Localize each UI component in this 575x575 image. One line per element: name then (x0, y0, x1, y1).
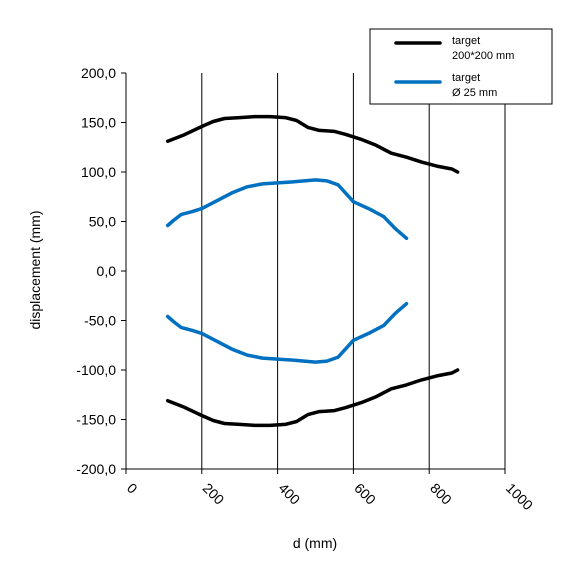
y-tick-label: 50,0 (89, 214, 116, 230)
legend-label-blue-line1: target (452, 72, 480, 84)
y-tick-label: -150,0 (76, 412, 116, 428)
legend-label-black-line1: target (452, 35, 480, 47)
series-line-0 (165, 114, 460, 174)
series-line-3 (165, 301, 409, 364)
y-tick-label: -200,0 (76, 461, 116, 477)
legend-box (369, 28, 553, 105)
axes (121, 72, 506, 474)
x-tick-label: 600 (351, 480, 379, 508)
x-tick-labels: 0 200 400 600 800 1000 (124, 480, 536, 513)
series-line-2 (165, 178, 409, 241)
y-tick-label: 200,0 (81, 65, 116, 81)
legend: target 200*200 mm target Ø 25 mm (369, 28, 553, 105)
y-tick-label: -50,0 (84, 313, 116, 329)
x-tick-label: 200 (200, 480, 228, 508)
x-tick-label: 1000 (503, 480, 536, 513)
series (165, 114, 460, 428)
y-tick-label: 100,0 (81, 164, 116, 180)
y-axis-title: displacement (mm) (27, 210, 43, 329)
y-tick-label: -100,0 (76, 362, 116, 378)
x-tick-label: 0 (124, 480, 141, 497)
x-tick-label: 800 (427, 480, 455, 508)
x-axis-title: d (mm) (293, 535, 337, 551)
y-tick-label: 150,0 (81, 115, 116, 131)
y-tick-labels: 200,0 150,0 100,0 50,0 0,0 -50,0 -100,0 -150,0 -… (76, 65, 116, 477)
legend-label-black-line2: 200*200 mm (452, 50, 514, 62)
y-tick-label: 0,0 (97, 263, 117, 279)
x-tick-label: 400 (275, 480, 303, 508)
series-line-1 (165, 368, 460, 428)
legend-label-blue-line2: Ø 25 mm (452, 87, 497, 99)
grid (201, 73, 506, 469)
